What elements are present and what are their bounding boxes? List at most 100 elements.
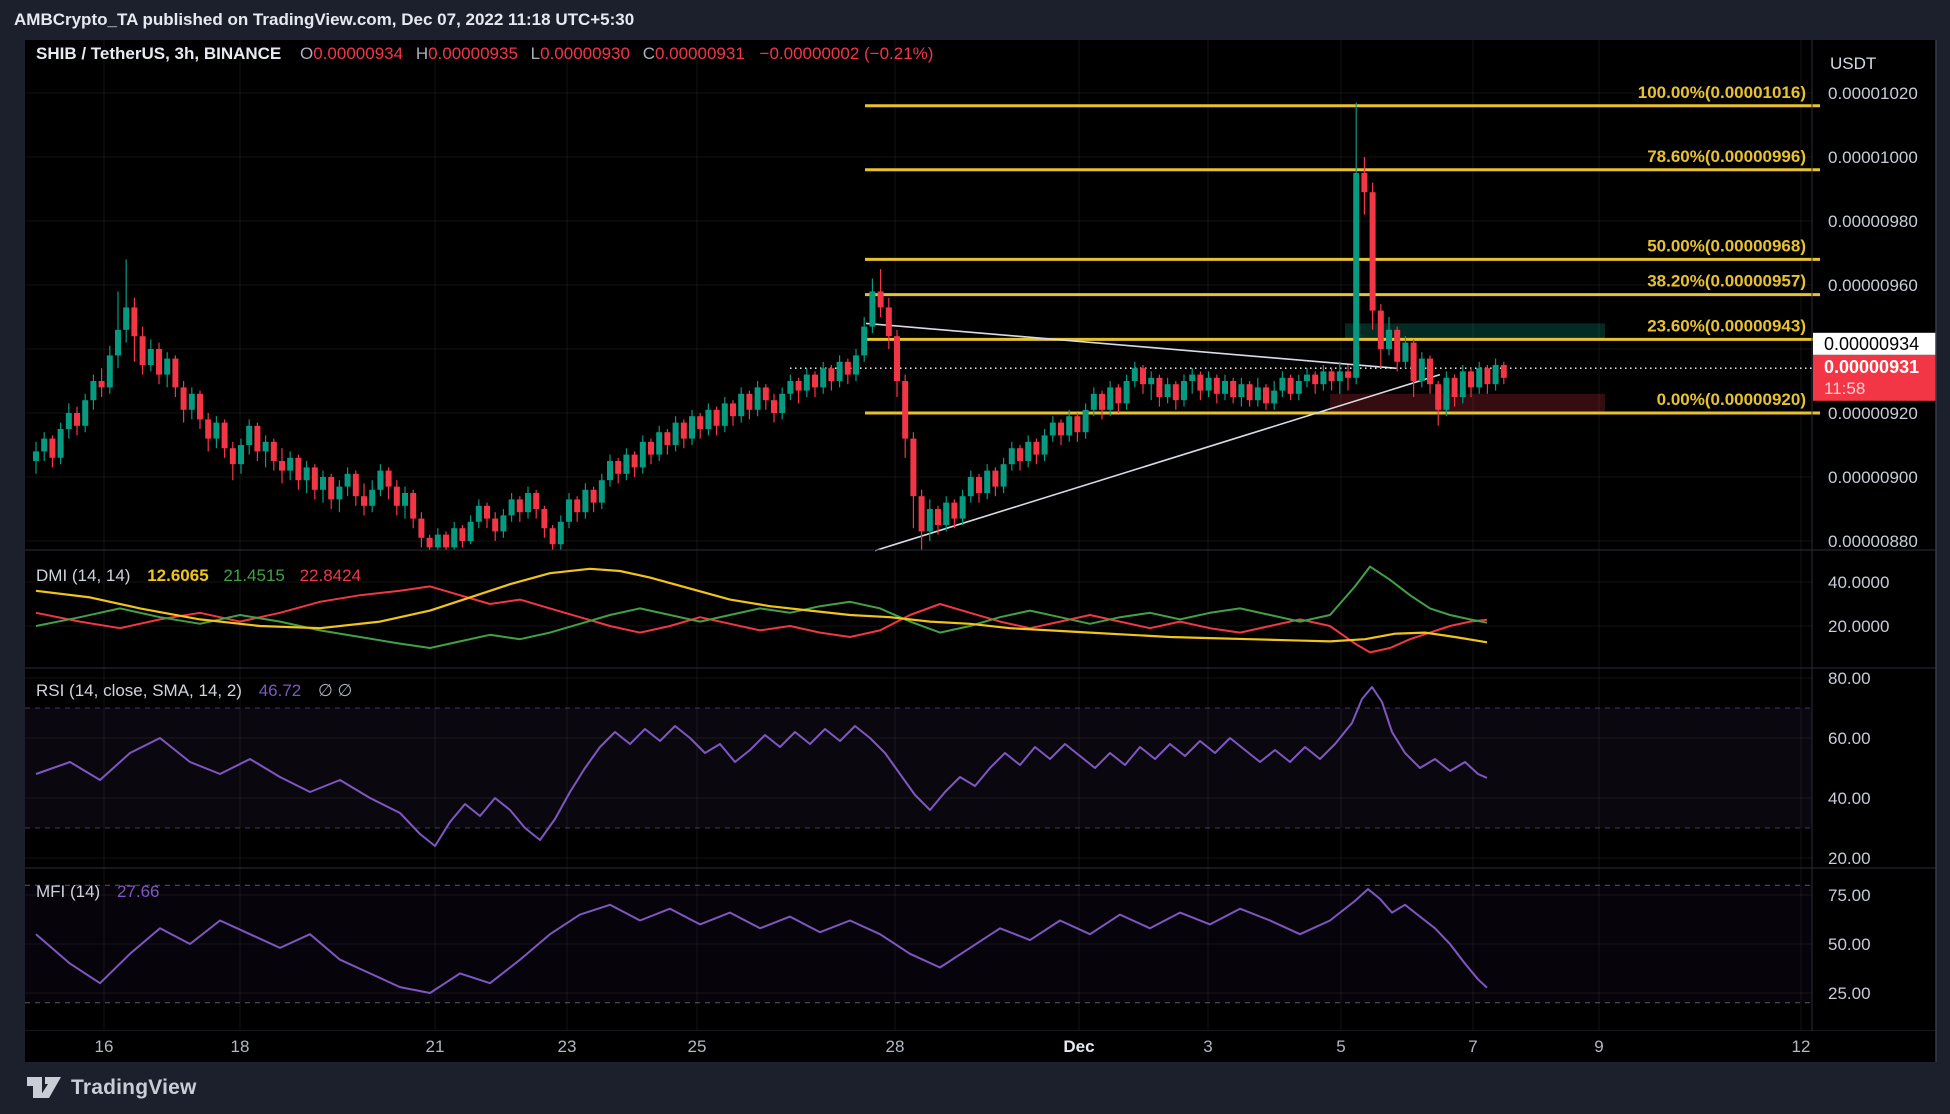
candle-body xyxy=(131,307,138,337)
candle-body xyxy=(1287,377,1294,394)
candle-body xyxy=(1123,381,1130,404)
price-axis-label: 0.00000880 xyxy=(1828,532,1918,551)
candle-body xyxy=(156,349,162,375)
candle-body xyxy=(410,493,417,519)
candle-body xyxy=(1353,173,1360,378)
tradingview-logo-icon xyxy=(27,1077,61,1098)
candle-body xyxy=(557,521,564,545)
candle-body xyxy=(41,438,48,452)
candle-body xyxy=(1066,416,1073,436)
dmi-title-row[interactable]: DMI (14, 14) 12.6065 21.4515 22.8424 xyxy=(36,566,361,585)
candle-body xyxy=(844,361,851,375)
time-axis-label: 7 xyxy=(1468,1037,1477,1056)
time-axis[interactable]: 16 18 21 23 25 28 Dec 3 5 7 9 12 xyxy=(25,1031,1936,1062)
candle-body xyxy=(1410,342,1417,381)
high-value: 0.00000935 xyxy=(428,44,518,63)
candle-body xyxy=(1500,365,1507,378)
candle-body xyxy=(1164,384,1171,397)
rsi-axis-label: 40.00 xyxy=(1828,789,1871,808)
candle-body xyxy=(607,461,613,481)
candle-body xyxy=(1049,422,1056,436)
candle-body xyxy=(1328,371,1335,381)
tradingview-logo[interactable]: TradingView xyxy=(26,1075,197,1101)
price-axis[interactable]: USDT xyxy=(1812,40,1936,1031)
rsi-axis-label: 80.00 xyxy=(1828,669,1871,688)
candle-body xyxy=(1082,409,1089,433)
dmi-adx-value: 12.6065 xyxy=(147,566,208,585)
candle-body xyxy=(147,349,154,365)
candle-body xyxy=(344,473,351,487)
demand-zone-box xyxy=(1330,393,1605,412)
dmi-minus-di-value: 22.8424 xyxy=(300,566,361,585)
candle-body xyxy=(205,419,212,439)
time-axis-label: 12 xyxy=(1792,1037,1811,1056)
candle-body xyxy=(541,509,548,529)
close-value: 0.00000931 xyxy=(655,44,745,63)
symbol-title-row[interactable]: SHIB / TetherUS, 3h, BINANCE O0.00000934… xyxy=(36,44,933,63)
candle-body xyxy=(959,496,966,519)
candle-body xyxy=(443,534,449,548)
attribution-text: AMBCrypto_TA published on TradingView.co… xyxy=(14,10,635,29)
time-axis-label: 21 xyxy=(426,1037,445,1056)
candle-body xyxy=(1369,192,1376,311)
fib-labels: 100.00%(0.00001016) 78.60%(0.00000996) 50.… xyxy=(1638,83,1806,409)
rsi-empty-set-icons: ∅ ∅ xyxy=(318,681,352,700)
candle-body xyxy=(434,534,441,548)
candle-body xyxy=(295,457,302,481)
candle-body xyxy=(689,416,695,439)
time-axis-label: 16 xyxy=(95,1037,114,1056)
rsi-band-fill xyxy=(25,708,1812,828)
chart-canvas[interactable]: SHIB / TetherUS, 3h, BINANCE O0.00000934… xyxy=(0,40,1950,1063)
candle-body xyxy=(1213,377,1220,394)
time-axis-label: Dec xyxy=(1063,1037,1094,1056)
time-axis-label: 3 xyxy=(1203,1037,1212,1056)
candle-body xyxy=(33,451,39,461)
candle-body xyxy=(500,515,507,532)
candle-body xyxy=(877,291,884,308)
candle-body xyxy=(697,416,704,429)
dmi-title: DMI (14, 14) xyxy=(36,566,130,585)
candle-body xyxy=(648,441,654,455)
candle-body xyxy=(1435,384,1442,410)
candle-body xyxy=(1320,371,1327,385)
symbol-title: SHIB / TetherUS, 3h, BINANCE xyxy=(36,44,281,63)
candle-body xyxy=(287,457,294,471)
candle-body xyxy=(1254,387,1261,401)
indicator-line xyxy=(35,686,1488,847)
price-axis-label: 0.00001000 xyxy=(1828,148,1918,167)
candle-body xyxy=(1148,377,1155,385)
candle-body xyxy=(336,486,343,500)
rsi-title-row[interactable]: RSI (14, close, SMA, 14, 2) 46.72 ∅ ∅ xyxy=(36,681,352,700)
candle-body xyxy=(279,461,285,471)
trendline xyxy=(865,322,1396,369)
candle-body xyxy=(1000,464,1007,487)
mfi-title-row[interactable]: MFI (14) 27.66 xyxy=(36,882,160,901)
candle-body xyxy=(385,470,392,487)
footer-bar: TradingView xyxy=(0,1062,1950,1114)
indicator-line xyxy=(35,567,1488,644)
candle-body xyxy=(1090,393,1097,410)
indicator-line xyxy=(35,565,1488,649)
candle-body xyxy=(836,361,843,381)
candle-body xyxy=(795,381,802,391)
candle-body xyxy=(1377,310,1384,349)
candle-body xyxy=(951,502,958,519)
candle-body xyxy=(1459,371,1466,397)
candle-body xyxy=(270,441,277,461)
candle-body xyxy=(467,521,474,541)
candle-body xyxy=(57,429,64,458)
time-axis-label: 9 xyxy=(1594,1037,1603,1056)
candle-body xyxy=(74,413,80,426)
candle-body xyxy=(98,381,105,388)
fib-label: 50.00%(0.00000968) xyxy=(1647,236,1806,255)
candle-body xyxy=(615,461,622,474)
time-axis-label: 23 xyxy=(558,1037,577,1056)
candle-body xyxy=(910,438,917,497)
price-axis-label: 0.00000900 xyxy=(1828,468,1918,487)
candle-body xyxy=(746,393,753,410)
trendline xyxy=(874,373,1441,552)
change-value: −0.00000002 (−0.21%) xyxy=(760,44,934,63)
dmi-axis-label: 20.0000 xyxy=(1828,617,1889,636)
candle-body xyxy=(139,336,146,365)
price-axis-label: 0.00001020 xyxy=(1828,84,1918,103)
